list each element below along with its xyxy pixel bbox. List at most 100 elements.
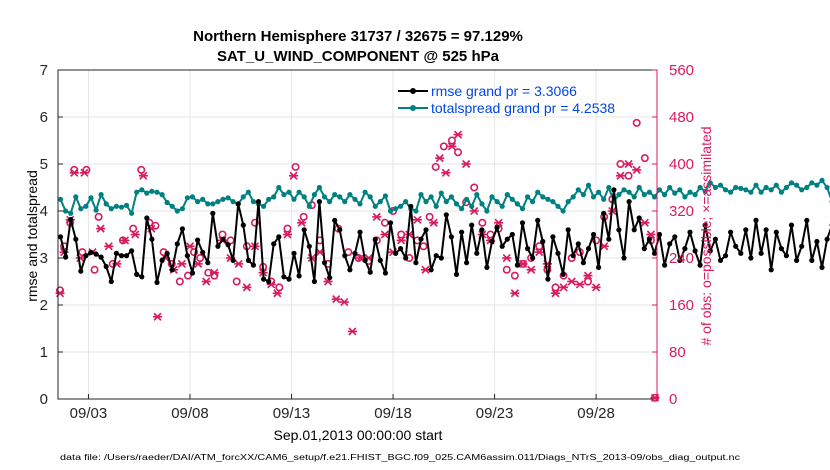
series-point-rmse bbox=[743, 227, 749, 233]
series-point-rmse bbox=[636, 215, 642, 221]
series-point-totalspread bbox=[763, 184, 769, 191]
series-point-totalspread bbox=[169, 203, 175, 209]
series-point-rmse bbox=[240, 222, 246, 228]
series-point-totalspread bbox=[311, 192, 317, 198]
series-point-totalspread bbox=[707, 180, 713, 186]
obs-possible-marker bbox=[344, 248, 353, 257]
obs-assimilated-marker bbox=[152, 312, 163, 321]
series-point-rmse bbox=[301, 227, 307, 233]
series-point-rmse bbox=[464, 260, 470, 266]
series-point-rmse bbox=[702, 222, 708, 228]
series-point-rmse bbox=[641, 246, 647, 252]
series-point-totalspread bbox=[301, 194, 307, 200]
series-point-rmse bbox=[134, 271, 140, 277]
series-point-totalspread bbox=[372, 203, 378, 209]
series-point-totalspread bbox=[261, 203, 267, 209]
series-point-rmse bbox=[337, 227, 343, 233]
series-point-rmse bbox=[621, 255, 627, 261]
series-point-rmse bbox=[195, 237, 201, 243]
series-point-rmse bbox=[738, 250, 744, 256]
series-point-totalspread bbox=[459, 206, 465, 212]
series-point-totalspread bbox=[271, 194, 277, 200]
obs-assimilated-marker bbox=[209, 268, 219, 277]
series-point-rmse bbox=[408, 203, 414, 209]
series-point-rmse bbox=[78, 268, 84, 274]
series-point-rmse bbox=[514, 262, 521, 268]
series-point-totalspread bbox=[469, 203, 475, 209]
footer-datafile: data file: /Users/raeder/DAI/ATM_forcXX/… bbox=[60, 453, 740, 462]
series-point-totalspread bbox=[443, 199, 449, 205]
series-point-totalspread bbox=[489, 194, 495, 200]
series-point-totalspread bbox=[525, 194, 531, 200]
obs-possible-marker bbox=[510, 271, 519, 280]
series-point-rmse bbox=[717, 257, 724, 263]
obs-assimilated-marker bbox=[640, 218, 650, 227]
series-point-rmse bbox=[469, 222, 475, 228]
series-point-rmse bbox=[692, 248, 698, 254]
obs-assimilated-marker bbox=[201, 277, 211, 286]
series-point-totalspread bbox=[448, 194, 454, 200]
series-point-rmse bbox=[758, 250, 764, 256]
series-point-rmse bbox=[342, 253, 348, 259]
series-point-totalspread bbox=[631, 194, 637, 200]
obs-assimilated-marker bbox=[453, 130, 463, 139]
series-point-rmse bbox=[783, 253, 790, 259]
series-point-rmse bbox=[570, 253, 576, 259]
obs-assimilated-marker bbox=[272, 289, 282, 298]
series-point-totalspread bbox=[530, 199, 536, 205]
series-point-rmse bbox=[347, 267, 353, 273]
obs-possible-marker bbox=[583, 277, 592, 286]
series-point-totalspread bbox=[804, 184, 810, 191]
series-point-totalspread bbox=[200, 196, 206, 202]
series-point-totalspread bbox=[428, 194, 434, 200]
series-point-totalspread bbox=[139, 187, 145, 193]
obs-possible-marker bbox=[551, 283, 560, 292]
obs-assimilated-marker bbox=[138, 171, 148, 180]
obs-possible-marker bbox=[250, 218, 259, 227]
obs-assimilated-marker bbox=[69, 168, 79, 177]
series-point-rmse bbox=[210, 210, 216, 216]
obs-possible-marker bbox=[94, 212, 103, 221]
series-point-totalspread bbox=[195, 199, 201, 205]
series-point-totalspread bbox=[799, 187, 805, 193]
series-point-totalspread bbox=[174, 208, 180, 214]
series-point-rmse bbox=[311, 278, 317, 285]
obs-assimilated-marker bbox=[288, 171, 299, 180]
series-point-rmse bbox=[651, 250, 658, 256]
series-point-rmse bbox=[814, 238, 820, 245]
series-point-totalspread bbox=[296, 189, 302, 195]
series-point-rmse bbox=[585, 246, 592, 252]
left-tick-label: 0 bbox=[40, 391, 48, 408]
left-y-axis: 0 1 2 3 4 5 6 7 bbox=[40, 62, 63, 408]
obs-assimilated-marker bbox=[624, 159, 634, 169]
series-point-totalspread bbox=[205, 201, 211, 207]
series-point-rmse bbox=[230, 257, 236, 263]
series-point-rmse bbox=[382, 270, 388, 276]
series-point-totalspread bbox=[342, 199, 348, 205]
series-point-totalspread bbox=[783, 184, 790, 191]
series-point-rmse bbox=[68, 216, 74, 223]
series-point-rmse bbox=[479, 227, 485, 233]
series-point-rmse bbox=[525, 246, 531, 252]
obs-possible-marker bbox=[616, 160, 625, 169]
obs-possible-marker bbox=[183, 271, 192, 280]
obs-assimilated-marker bbox=[591, 283, 601, 292]
series-point-totalspread bbox=[662, 192, 668, 198]
series-point-rmse bbox=[220, 236, 226, 242]
series-point-rmse bbox=[357, 229, 363, 235]
series-point-totalspread bbox=[398, 203, 404, 209]
series-point-rmse bbox=[778, 246, 785, 252]
series-point-totalspread bbox=[144, 190, 150, 196]
series-point-totalspread bbox=[118, 204, 125, 210]
series-point-rmse bbox=[611, 187, 617, 193]
series-point-rmse bbox=[169, 267, 175, 273]
obs-assimilated-marker bbox=[567, 277, 577, 286]
obs-possible-marker bbox=[90, 265, 99, 274]
series-point-totalspread bbox=[560, 208, 566, 214]
series-point-rmse bbox=[139, 274, 145, 280]
series-point-rmse bbox=[804, 217, 810, 223]
right-tick-label: 400 bbox=[669, 156, 694, 173]
series-point-totalspread bbox=[347, 192, 353, 198]
series-point-totalspread bbox=[824, 184, 830, 191]
x-tick-label: 09/23 bbox=[476, 405, 514, 422]
